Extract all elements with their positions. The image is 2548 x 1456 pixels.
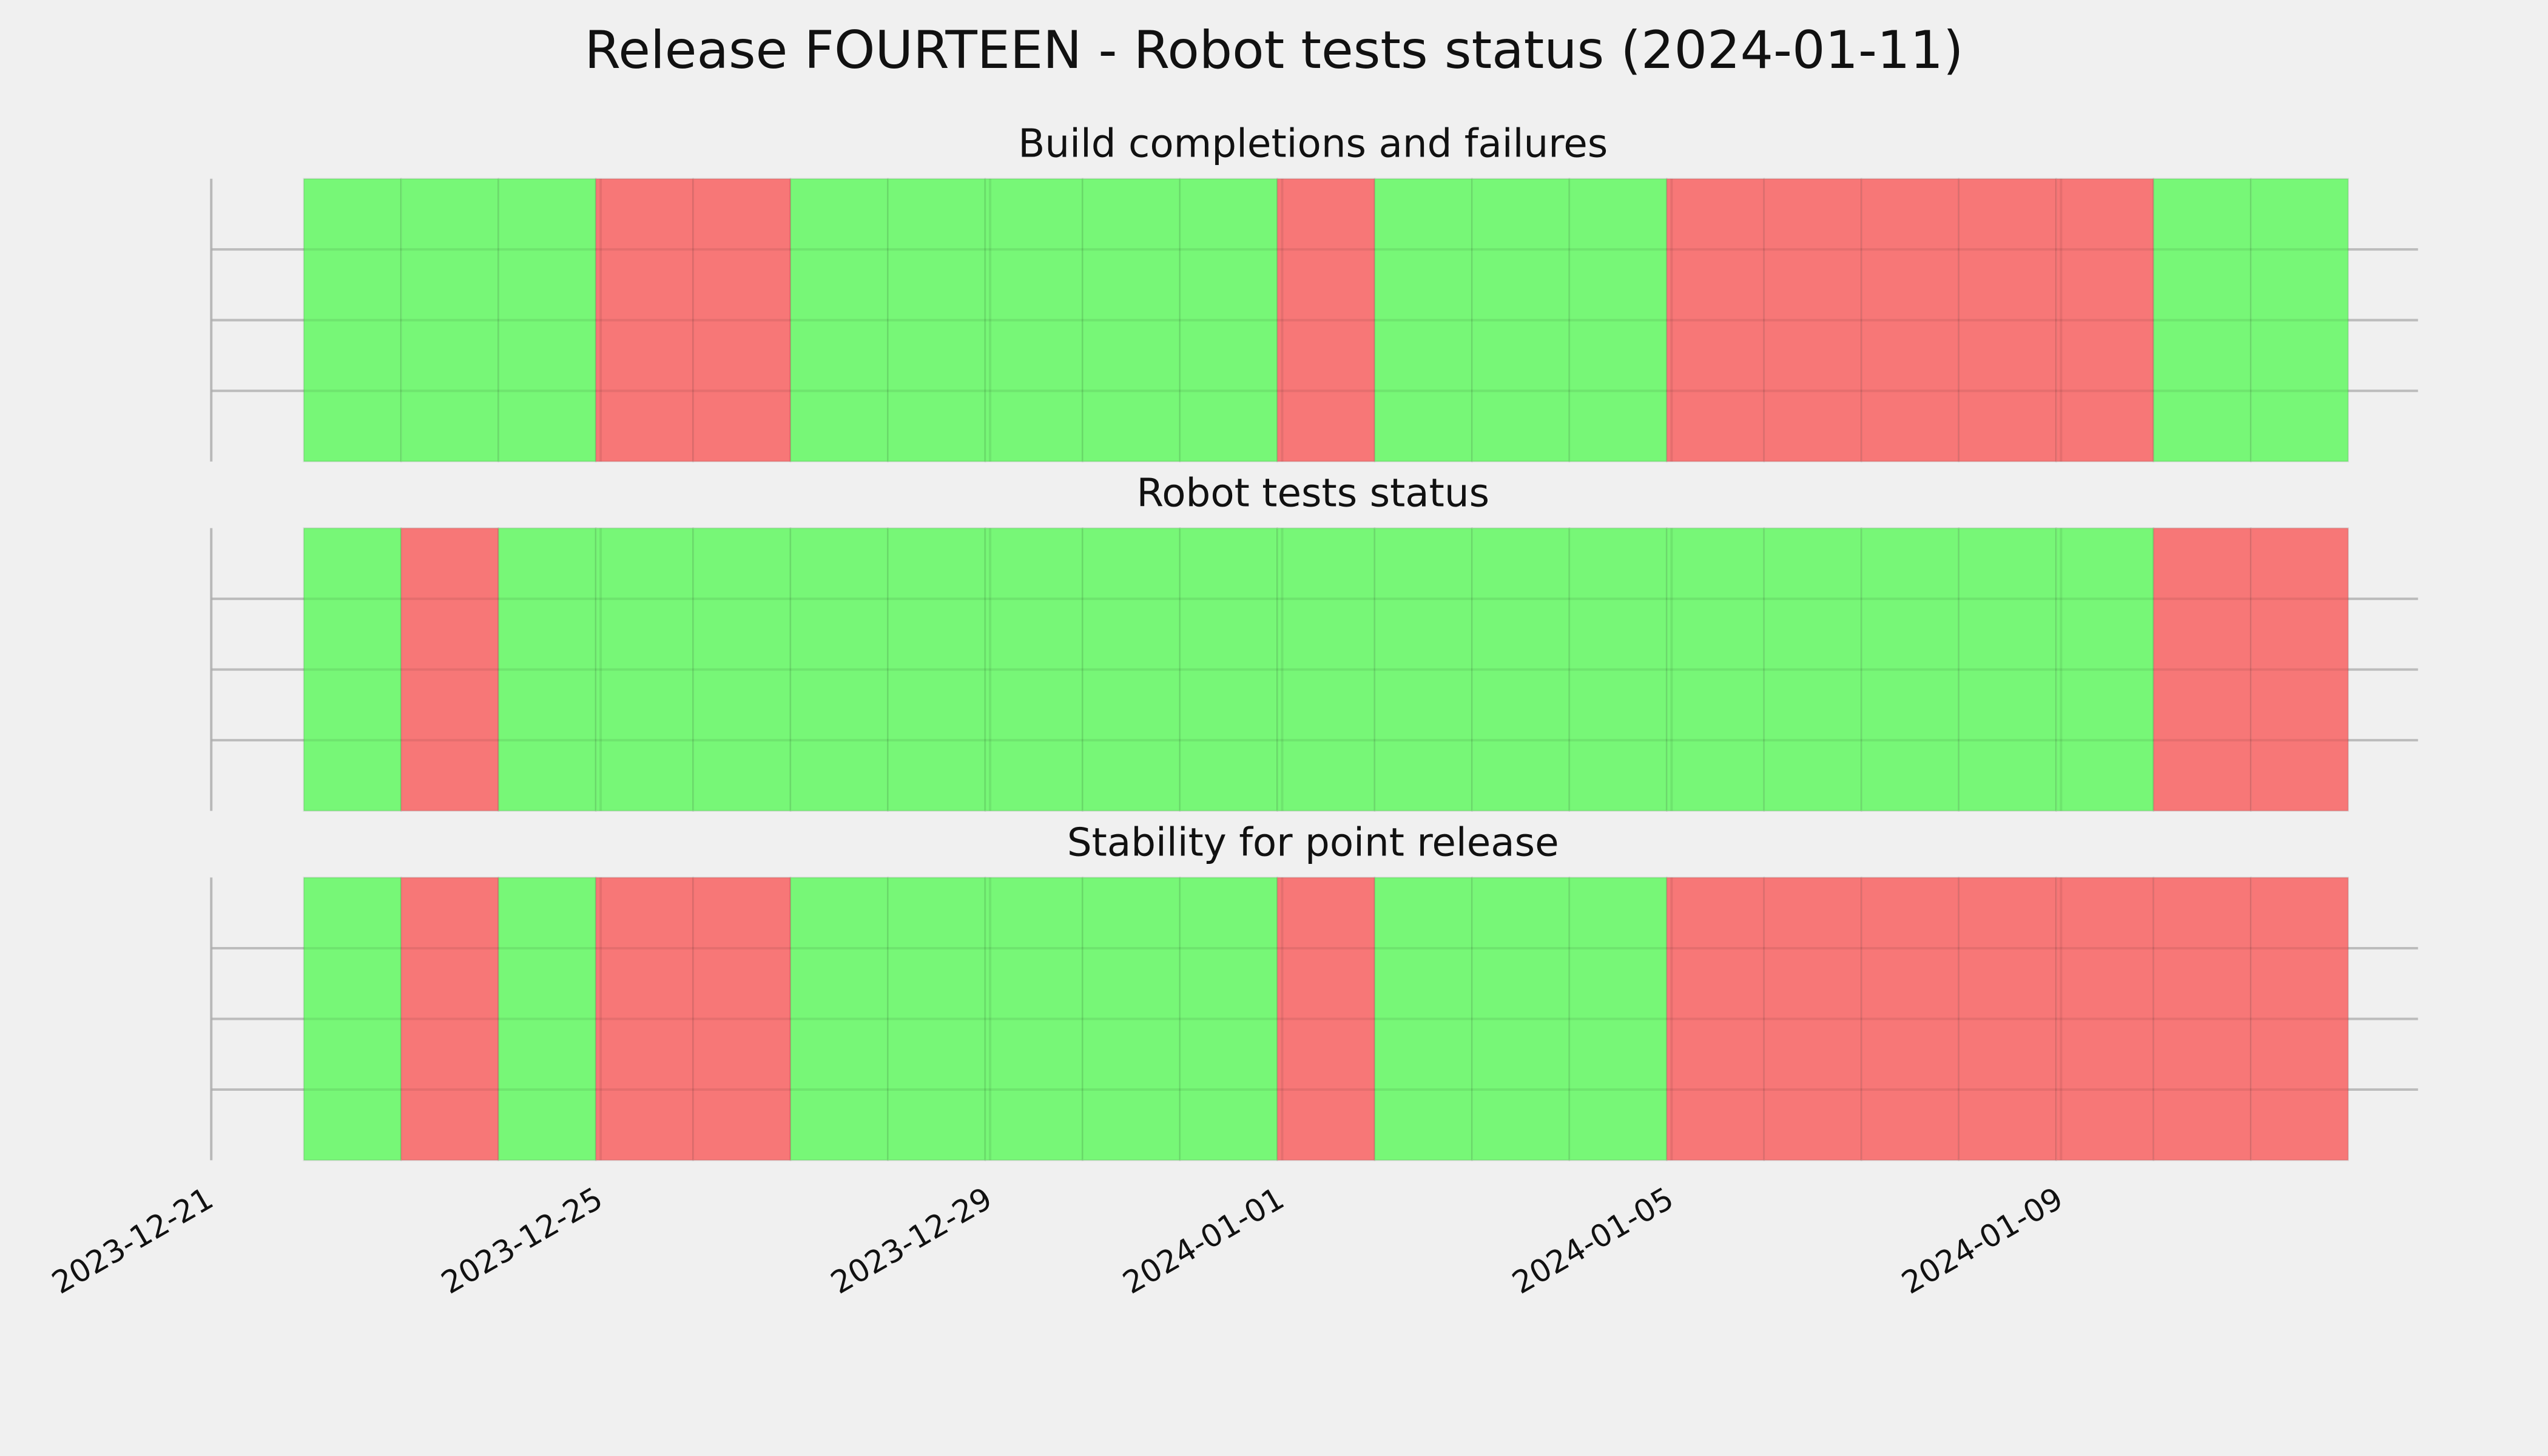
panel-title: Stability for point release xyxy=(1067,820,1559,865)
status-bar xyxy=(1763,877,1862,1161)
status-bar xyxy=(2152,877,2252,1161)
status-bar xyxy=(692,178,792,463)
status-bar xyxy=(984,527,1084,812)
status-bar xyxy=(400,877,499,1161)
status-bar xyxy=(1860,178,1960,463)
status-bar xyxy=(1860,877,1960,1161)
status-bar xyxy=(1666,527,1765,812)
status-bar xyxy=(2152,178,2252,463)
status-bar xyxy=(1568,178,1668,463)
status-bar xyxy=(692,527,792,812)
status-bar xyxy=(2055,877,2155,1161)
status-bar xyxy=(887,877,986,1161)
panel-title: Build completions and failures xyxy=(1018,121,1608,167)
status-bar xyxy=(1373,877,1473,1161)
status-bar xyxy=(887,527,986,812)
status-bar xyxy=(400,527,499,812)
status-bar xyxy=(1373,527,1473,812)
status-bar xyxy=(1082,877,1181,1161)
status-bar xyxy=(1471,178,1571,463)
status-bar xyxy=(1860,527,1960,812)
status-bar xyxy=(1179,527,1278,812)
status-bar xyxy=(2250,178,2350,463)
status-bar xyxy=(1471,527,1571,812)
status-bar xyxy=(1082,527,1181,812)
status-bar xyxy=(789,877,889,1161)
status-bar xyxy=(789,178,889,463)
status-bar xyxy=(1568,877,1668,1161)
status-bar xyxy=(1763,527,1862,812)
status-bar xyxy=(1373,178,1473,463)
status-bar xyxy=(1471,877,1571,1161)
status-bar xyxy=(1082,178,1181,463)
status-bar xyxy=(400,178,499,463)
status-bar xyxy=(1763,178,1862,463)
status-bar xyxy=(595,877,694,1161)
status-bar xyxy=(2250,527,2350,812)
status-bar xyxy=(1276,178,1376,463)
status-bar xyxy=(303,877,402,1161)
status-bar xyxy=(1179,877,1278,1161)
status-bar xyxy=(1666,877,1765,1161)
status-bar xyxy=(303,527,402,812)
status-bar xyxy=(1958,527,2057,812)
status-bar xyxy=(984,877,1084,1161)
status-bar xyxy=(984,178,1084,463)
status-bar xyxy=(692,877,792,1161)
status-bar xyxy=(789,527,889,812)
status-bar xyxy=(595,178,694,463)
status-bar xyxy=(595,527,694,812)
status-bar xyxy=(2055,178,2155,463)
status-bar xyxy=(2152,527,2252,812)
status-bar xyxy=(2055,527,2155,812)
status-bar xyxy=(2250,877,2350,1161)
status-bar xyxy=(1958,178,2057,463)
status-bar xyxy=(497,178,597,463)
status-bar xyxy=(303,178,402,463)
status-bar xyxy=(1666,178,1765,463)
status-bar xyxy=(887,178,986,463)
panel-title: Robot tests status xyxy=(1136,471,1489,516)
status-bar xyxy=(1276,527,1376,812)
status-bar xyxy=(1276,877,1376,1161)
status-bar xyxy=(1958,877,2057,1161)
chart-title: Release FOURTEEN - Robot tests status (2… xyxy=(585,20,1964,81)
